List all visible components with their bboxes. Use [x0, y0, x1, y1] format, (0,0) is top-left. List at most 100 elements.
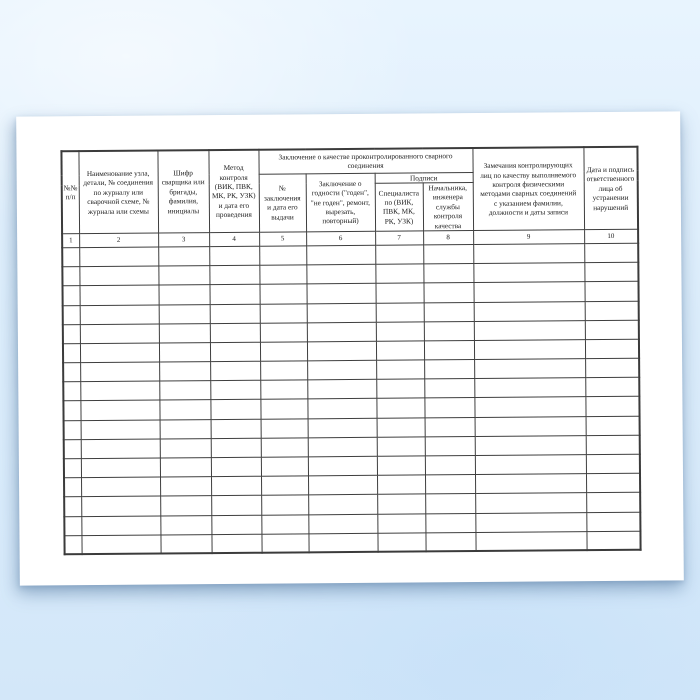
- empty-cell: [584, 243, 639, 263]
- empty-cell: [259, 264, 307, 285]
- empty-cell: [377, 532, 426, 553]
- empty-cell: [473, 301, 585, 322]
- empty-cell: [584, 300, 639, 321]
- empty-cell: [160, 534, 212, 554]
- empty-cell: [80, 400, 160, 421]
- weld-quality-control-journal-table: №№ п/п Наименование узла, детали, № соед…: [60, 145, 642, 556]
- empty-cell: [159, 400, 211, 420]
- empty-cell: [306, 302, 376, 323]
- column-number: 1: [62, 233, 80, 248]
- col-header-row-number: №№ п/п: [61, 151, 80, 234]
- empty-cell: [375, 283, 424, 303]
- empty-cell: [260, 380, 308, 400]
- empty-cell: [209, 342, 261, 362]
- empty-cell: [585, 377, 640, 398]
- empty-cell: [307, 379, 377, 400]
- empty-cell: [80, 381, 160, 402]
- empty-cell: [81, 534, 161, 555]
- empty-cell: [585, 454, 641, 474]
- empty-cell: [259, 322, 307, 343]
- empty-cell: [306, 245, 376, 265]
- empty-cell: [474, 358, 586, 379]
- col-header-remarks: Замечания контролирующих лиц по качеству…: [472, 147, 585, 231]
- empty-cell: [80, 438, 160, 459]
- empty-cell: [210, 418, 261, 439]
- empty-cell: [584, 262, 639, 282]
- empty-cell: [474, 435, 586, 456]
- table-header: №№ п/п Наименование узла, детали, № соед…: [61, 146, 639, 248]
- empty-cell: [259, 284, 307, 304]
- empty-cell: [81, 496, 161, 517]
- empty-cell: [376, 475, 426, 495]
- empty-cell: [64, 535, 82, 555]
- empty-cell: [473, 262, 585, 283]
- empty-cell: [159, 457, 212, 478]
- column-number: 6: [306, 231, 376, 246]
- empty-cell: [259, 245, 307, 266]
- column-number: 10: [584, 229, 639, 244]
- empty-cell: [209, 246, 260, 266]
- empty-cell: [158, 304, 210, 324]
- empty-cell: [376, 398, 425, 418]
- empty-cell: [307, 360, 377, 381]
- column-number: 4: [209, 232, 260, 247]
- empty-cell: [79, 342, 160, 363]
- empty-cell: [584, 281, 639, 302]
- column-number: 9: [473, 229, 585, 245]
- empty-cell: [259, 303, 307, 323]
- empty-cell: [423, 340, 475, 360]
- empty-cell: [158, 265, 210, 286]
- empty-cell: [377, 494, 426, 514]
- empty-cell: [211, 514, 262, 535]
- empty-cell: [158, 246, 210, 267]
- empty-cell: [423, 321, 474, 341]
- empty-cell: [584, 319, 639, 340]
- empty-cell: [209, 265, 260, 285]
- empty-cell: [211, 495, 262, 516]
- empty-cell: [211, 533, 262, 554]
- empty-cell: [425, 493, 476, 514]
- empty-cell: [475, 493, 587, 514]
- empty-cell: [81, 515, 161, 536]
- empty-cell: [586, 530, 641, 551]
- empty-cell: [79, 266, 159, 286]
- empty-cell: [209, 322, 260, 343]
- empty-cell: [261, 495, 309, 515]
- empty-cell: [375, 244, 424, 265]
- empty-cell: [159, 361, 211, 382]
- empty-cell: [475, 473, 587, 494]
- empty-cell: [209, 284, 260, 305]
- empty-cell: [62, 305, 80, 325]
- empty-cell: [376, 417, 425, 438]
- empty-cell: [80, 362, 160, 382]
- empty-cell: [424, 397, 475, 418]
- empty-cell: [80, 419, 160, 440]
- empty-cell: [211, 476, 262, 496]
- col-header-control-method: Метод контроля (ВИК, ПВК, МК, РК, УЗК) и…: [208, 149, 260, 233]
- empty-cell: [210, 438, 261, 458]
- empty-cell: [62, 285, 80, 306]
- empty-cell: [79, 285, 159, 306]
- empty-cell: [474, 377, 586, 398]
- empty-cell: [474, 416, 586, 437]
- empty-entry-rows: [62, 243, 641, 555]
- empty-cell: [260, 456, 309, 477]
- empty-cell: [424, 474, 476, 495]
- empty-cell: [424, 359, 475, 380]
- empty-cell: [79, 246, 159, 267]
- empty-cell: [307, 437, 377, 457]
- empty-cell: [260, 360, 308, 381]
- empty-cell: [424, 436, 475, 456]
- column-number: 5: [259, 231, 307, 247]
- empty-cell: [375, 302, 424, 322]
- empty-cell: [306, 264, 376, 285]
- empty-cell: [375, 340, 425, 361]
- empty-cell: [64, 516, 82, 536]
- column-number: 3: [158, 232, 210, 247]
- empty-cell: [63, 420, 81, 440]
- empty-cell: [375, 264, 424, 284]
- empty-cell: [584, 339, 640, 359]
- signatures-group-header: Подписи: [374, 172, 473, 184]
- empty-cell: [586, 473, 641, 494]
